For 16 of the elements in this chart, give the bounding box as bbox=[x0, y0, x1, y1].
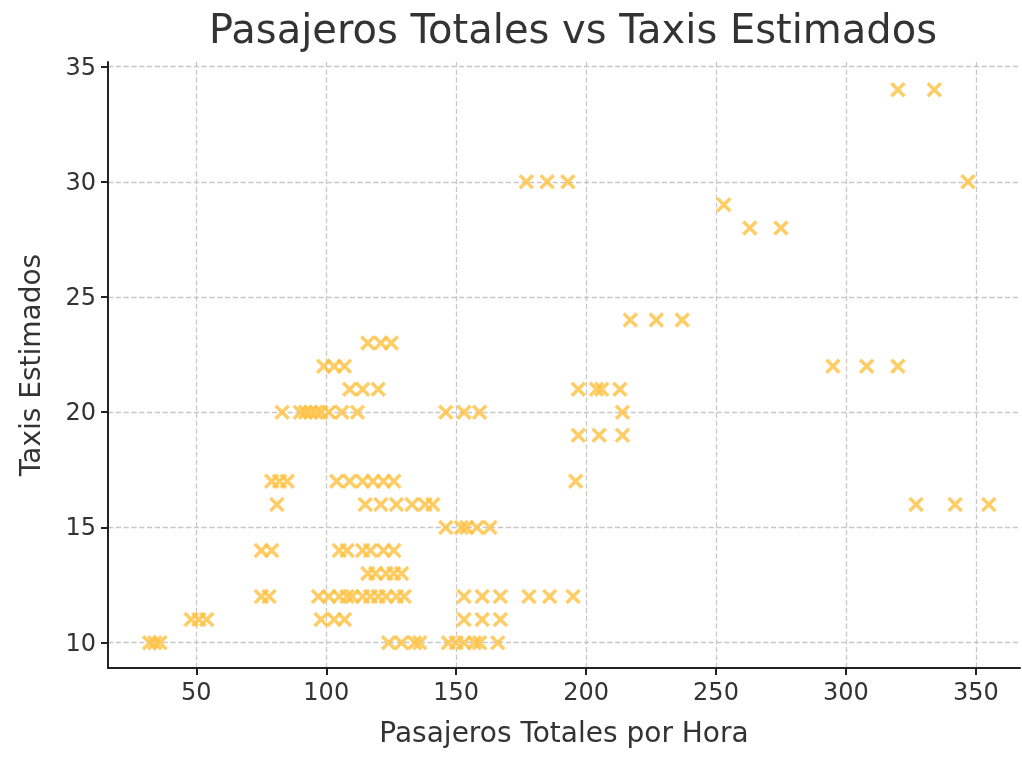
y-axis-title: Taxis Estimados bbox=[13, 253, 47, 478]
y-tick-label: 35 bbox=[65, 52, 96, 81]
x-tick-label: 300 bbox=[823, 678, 869, 706]
x-axis-title: Pasajeros Totales por Hora bbox=[379, 715, 749, 749]
y-tick-label: 20 bbox=[65, 398, 96, 427]
x-tick-label: 150 bbox=[433, 678, 480, 706]
x-tick-label: 200 bbox=[563, 678, 609, 706]
y-tick-label: 30 bbox=[65, 167, 96, 196]
chart-title: Pasajeros Totales vs Taxis Estimados bbox=[208, 6, 938, 52]
x-tick-label: 100 bbox=[303, 678, 350, 706]
y-tick-label: 10 bbox=[65, 628, 96, 657]
x-tick-label: 350 bbox=[952, 678, 999, 706]
x-tick-label: 250 bbox=[693, 678, 739, 706]
y-tick-label: 15 bbox=[65, 513, 96, 542]
y-tick-label: 25 bbox=[65, 283, 96, 312]
x-tick-label: 50 bbox=[181, 678, 212, 706]
